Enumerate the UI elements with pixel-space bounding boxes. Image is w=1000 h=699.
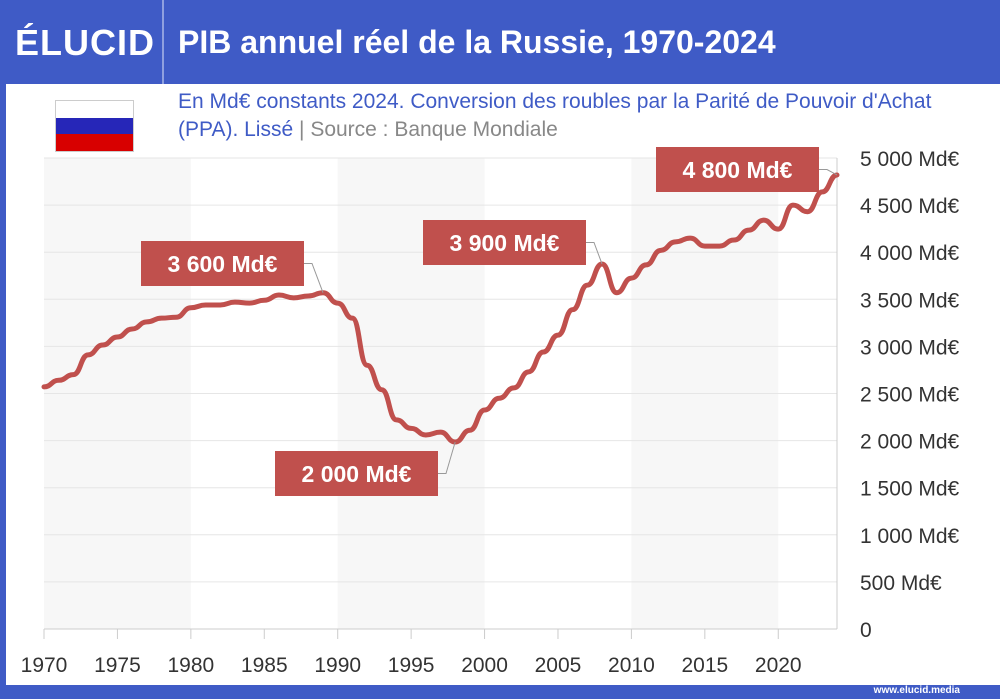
y-tick-label: 2 500 Md€ bbox=[860, 384, 960, 407]
x-tick-label: 2015 bbox=[681, 654, 728, 677]
x-tick-label: 1990 bbox=[314, 654, 361, 677]
annotation-label: 3 900 Md€ bbox=[450, 230, 560, 256]
annotation-label: 2 000 Md€ bbox=[302, 461, 412, 487]
y-tick-label: 3 500 Md€ bbox=[860, 289, 960, 312]
header: ÉLUCID PIB annuel réel de la Russie, 197… bbox=[0, 0, 1000, 84]
annotation-label: 4 800 Md€ bbox=[683, 157, 793, 183]
annotation-box bbox=[423, 220, 586, 265]
x-tick-label: 1975 bbox=[94, 654, 141, 677]
annotation-label: 3 600 Md€ bbox=[168, 251, 278, 277]
footer-url[interactable]: www.elucid.media bbox=[873, 685, 960, 696]
flag-stripe-blue bbox=[56, 117, 133, 135]
annotation-leader bbox=[819, 169, 838, 176]
header-divider bbox=[162, 0, 164, 84]
annotation-leader bbox=[304, 263, 324, 293]
annotation-leader bbox=[586, 242, 603, 265]
source-text: Source : Banque Mondiale bbox=[310, 118, 558, 141]
x-tick-label: 1995 bbox=[388, 654, 435, 677]
x-tick-label: 2000 bbox=[461, 654, 508, 677]
annotation-leader bbox=[438, 441, 456, 474]
annotation-box bbox=[275, 451, 438, 496]
y-tick-label: 500 Md€ bbox=[860, 572, 942, 595]
flag-stripe-red bbox=[56, 134, 133, 151]
chart-title: PIB annuel réel de la Russie, 1970-2024 bbox=[178, 24, 776, 60]
annotation-box bbox=[141, 241, 304, 286]
y-tick-label: 0 bbox=[860, 619, 872, 642]
flag-stripe-white bbox=[56, 101, 133, 118]
subtitle-text: En Md€ constants 2024. Conversion des ro… bbox=[178, 90, 932, 141]
elucid-logo: ÉLUCID bbox=[15, 22, 155, 63]
y-tick-label: 4 000 Md€ bbox=[860, 242, 960, 265]
y-tick-label: 1 000 Md€ bbox=[860, 525, 960, 548]
x-tick-label: 1980 bbox=[167, 654, 214, 677]
x-tick-label: 2010 bbox=[608, 654, 655, 677]
y-tick-label: 3 000 Md€ bbox=[860, 336, 960, 359]
x-tick-label: 1985 bbox=[241, 654, 288, 677]
subtitle-separator: | bbox=[299, 118, 305, 141]
x-tick-label: 1970 bbox=[21, 654, 68, 677]
y-tick-label: 4 500 Md€ bbox=[860, 195, 960, 218]
x-tick-label: 2020 bbox=[755, 654, 802, 677]
y-tick-label: 5 000 Md€ bbox=[860, 148, 960, 171]
y-tick-label: 2 000 Md€ bbox=[860, 431, 960, 454]
y-tick-label: 1 500 Md€ bbox=[860, 478, 960, 501]
gdp-line bbox=[41, 172, 840, 445]
chart-subtitle: En Md€ constants 2024. Conversion des ro… bbox=[178, 88, 938, 144]
annotation-box bbox=[656, 147, 819, 192]
x-tick-label: 2005 bbox=[535, 654, 582, 677]
russia-flag-icon bbox=[55, 100, 134, 152]
